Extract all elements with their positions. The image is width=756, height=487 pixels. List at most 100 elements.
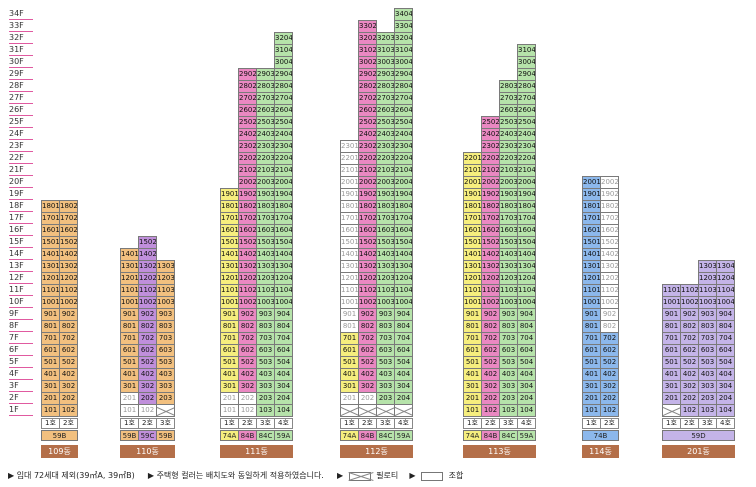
unit-cell: 501: [41, 356, 60, 369]
unit-cell: 701: [120, 332, 139, 345]
unit-cell: 3104: [517, 44, 536, 57]
unit-cell: 902: [138, 308, 157, 321]
unit-cell: 303: [499, 380, 518, 393]
unit-cell: 104: [274, 404, 293, 417]
unit-cell: 2702: [238, 92, 257, 105]
unit-line-label: 3호: [156, 418, 175, 429]
unit-cell: 402: [238, 368, 257, 381]
unit-type-label: 84B: [358, 430, 377, 441]
pilotis-cell: [340, 404, 359, 417]
unit-cell: 1903: [376, 188, 395, 201]
floor-label: 11F: [9, 284, 33, 296]
unit-cell: 1303: [256, 260, 275, 273]
unit-cell: 2502: [481, 116, 500, 129]
unit-cell: 601: [41, 344, 60, 357]
unit-cell: 1904: [394, 188, 413, 201]
unit-cell: 504: [274, 356, 293, 369]
unit-cell: 801: [662, 320, 681, 333]
unit-cell: 2002: [238, 176, 257, 189]
unit-cell: 1203: [156, 272, 175, 285]
unit-cell: 1501: [582, 236, 601, 249]
unit-cell: 301: [463, 380, 482, 393]
unit-cell: 202: [600, 392, 619, 405]
unit-cell: 803: [376, 320, 395, 333]
unit-cell: 1503: [256, 236, 275, 249]
unit-cell: 2002: [600, 176, 619, 189]
unit-line-label: 1호: [662, 418, 681, 429]
unit-type-label: 59B: [41, 430, 78, 441]
pilotis-cell: [662, 404, 681, 417]
unit-cell: 602: [358, 344, 377, 357]
unit-cell: 2404: [517, 128, 536, 141]
unit-cell: 1502: [238, 236, 257, 249]
unit-cell: 1602: [59, 224, 78, 237]
unit-cell: 3304: [394, 20, 413, 33]
unit-cell: 403: [376, 368, 395, 381]
unit-cell: 1001: [41, 296, 60, 309]
unit-cell: 1002: [59, 296, 78, 309]
unit-cell: 703: [156, 332, 175, 345]
unit-cell: 203: [698, 392, 717, 405]
unit-cell: 102: [600, 404, 619, 417]
unit-cell: 2301: [340, 140, 359, 153]
unit-cell: 503: [698, 356, 717, 369]
unit-cell: 204: [394, 392, 413, 405]
unit-cell: 1003: [698, 296, 717, 309]
unit-cell: 2703: [256, 92, 275, 105]
unit-cell: 902: [680, 308, 699, 321]
unit-type-label: 74A: [340, 430, 359, 441]
unit-cell: 2604: [517, 104, 536, 117]
unit-cell: 1803: [256, 200, 275, 213]
unit-cell: 1502: [481, 236, 500, 249]
unit-type-label: 59A: [517, 430, 536, 441]
unit-cell: 801: [41, 320, 60, 333]
unit-cell: 1304: [517, 260, 536, 273]
unit-cell: 1902: [600, 188, 619, 201]
rental-note: ▶ 임대 72세대 제외(39㎡A, 39㎡B): [8, 471, 135, 480]
unit-cell: 102: [680, 404, 699, 417]
floor-label: 26F: [9, 104, 33, 116]
unit-line-label: 1호: [41, 418, 60, 429]
unit-cell: 1001: [662, 296, 681, 309]
unit-cell: 1102: [59, 284, 78, 297]
unit-cell: 201: [120, 392, 139, 405]
unit-cell: 1301: [41, 260, 60, 273]
unit-cell: 1402: [59, 248, 78, 261]
unit-cell: 1301: [340, 260, 359, 273]
color-note: ▶ 주택형 컬러는 배치도와 동일하게 적용하였습니다.: [147, 471, 324, 480]
unit-cell: 1404: [274, 248, 293, 261]
unit-cell: 1001: [120, 296, 139, 309]
unit-line-label: 1호: [463, 418, 482, 429]
unit-cell: 2503: [499, 116, 518, 129]
unit-cell: 902: [358, 308, 377, 321]
unit-cell: 704: [517, 332, 536, 345]
unit-cell: 1402: [481, 248, 500, 261]
floor-label: 17F: [9, 212, 33, 224]
unit-cell: 1102: [358, 284, 377, 297]
floor-label: 9F: [9, 308, 33, 320]
unit-cell: 1701: [220, 212, 239, 225]
unit-cell: 1201: [120, 272, 139, 285]
unit-cell: 1501: [340, 236, 359, 249]
pilotis-cell: [156, 404, 175, 417]
unit-cell: 1003: [499, 296, 518, 309]
unit-cell: 1104: [517, 284, 536, 297]
unit-cell: 2003: [376, 176, 395, 189]
floor-label: 22F: [9, 152, 33, 164]
floor-label: 21F: [9, 164, 33, 176]
unit-line-label: 1호: [120, 418, 139, 429]
unit-cell: 1903: [256, 188, 275, 201]
unit-type-label: 84B: [481, 430, 500, 441]
unit-cell: 1202: [358, 272, 377, 285]
unit-cell: 101: [41, 404, 60, 417]
unit-cell: 501: [463, 356, 482, 369]
unit-cell: 1804: [274, 200, 293, 213]
unit-cell: 1502: [358, 236, 377, 249]
unit-cell: 1601: [340, 224, 359, 237]
unit-cell: 2004: [394, 176, 413, 189]
unit-cell: 1202: [600, 272, 619, 285]
unit-cell: 1601: [220, 224, 239, 237]
unit-cell: 2702: [358, 92, 377, 105]
unit-cell: 1502: [138, 236, 157, 249]
unit-cell: 401: [41, 368, 60, 381]
